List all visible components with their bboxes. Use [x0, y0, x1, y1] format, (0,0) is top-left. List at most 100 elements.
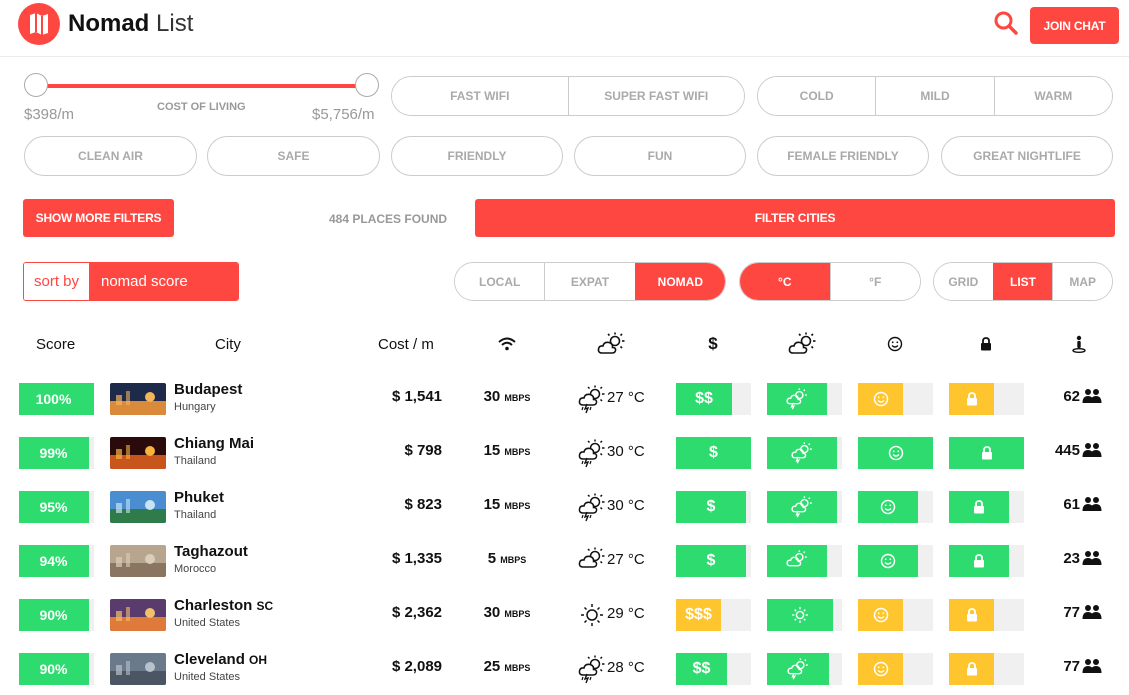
smiley-icon [858, 383, 903, 415]
nomad-score-bar: 90% [19, 599, 94, 631]
person-icon[interactable] [1064, 331, 1094, 357]
nomad-score-value: 100% [35, 391, 72, 407]
nomad-list-logo[interactable] [18, 3, 60, 45]
storm-sun-icon [578, 439, 606, 474]
filter-warm[interactable]: WARM [993, 77, 1112, 115]
table-row[interactable]: 94% Taghazout Morocco $ 1,335 5 MBPS 27 °C $23 [0, 537, 1129, 591]
smiley-icon [858, 599, 903, 631]
storm-sun-icon [767, 491, 837, 523]
city-thumbnail[interactable] [110, 545, 166, 577]
internet-speed: 15 MBPS [483, 442, 531, 459]
people-icon [1082, 388, 1102, 409]
climate-filter-group: COLD MILD WARM [757, 76, 1113, 116]
city-thumbnail[interactable] [110, 491, 166, 523]
column-header-score[interactable]: Score [36, 336, 76, 353]
sun-icon [767, 599, 833, 631]
city-name[interactable]: Taghazout [174, 543, 248, 560]
city-thumbnail[interactable] [110, 599, 166, 631]
weather-icon[interactable] [788, 331, 818, 357]
lock-icon [949, 599, 994, 631]
toggle-grid[interactable]: GRID [934, 263, 993, 300]
city-name[interactable]: Budapest [174, 381, 243, 398]
internet-speed: 5 MBPS [487, 550, 527, 567]
cloud-sun-icon [767, 545, 827, 577]
slider-max-value: $5,756/m [312, 106, 375, 123]
filter-super-fast-wifi[interactable]: SUPER FAST WIFI [567, 77, 744, 115]
table-row[interactable]: 100% Budapest Hungary $ 1,541 30 MBPS 27 °C $$… [0, 375, 1129, 429]
weather-rating-bar [767, 545, 842, 577]
city-name[interactable]: Charleston SC [174, 597, 274, 614]
wifi-icon[interactable] [492, 331, 522, 357]
toggle-local[interactable]: LOCAL [455, 263, 545, 300]
internet-speed: 30 MBPS [483, 388, 531, 405]
city-country: Thailand [174, 455, 217, 467]
current-weather: 30 °C [578, 491, 650, 525]
show-more-filters-button[interactable]: SHOW MORE FILTERS [23, 199, 174, 237]
wifi-filter-group: FAST WIFI SUPER FAST WIFI [391, 76, 745, 116]
slider-min-handle[interactable] [24, 73, 48, 97]
filter-friendly[interactable]: FRIENDLY [391, 136, 563, 176]
filter-cold[interactable]: COLD [758, 77, 876, 115]
monthly-cost: $ 1,335 [391, 550, 442, 567]
weather-rating-bar [767, 653, 842, 685]
cost-rating-bar: $ [676, 491, 751, 523]
slider-min-value: $398/m [24, 106, 75, 123]
fun-rating-bar [858, 545, 933, 577]
city-name[interactable]: Phuket [174, 489, 225, 506]
city-thumbnail[interactable] [110, 653, 166, 685]
smiley-icon[interactable] [880, 331, 910, 357]
storm-sun-icon [578, 385, 606, 420]
dollar-icon[interactable]: $ [708, 334, 718, 353]
city-name[interactable]: Cleveland OH [174, 651, 268, 668]
nomad-score-value: 94% [39, 553, 68, 569]
sort-by-value[interactable]: nomad score [89, 263, 238, 300]
lock-icon [949, 653, 994, 685]
sun-icon [578, 601, 606, 634]
slider-track[interactable] [36, 84, 367, 88]
monthly-cost: $ 1,541 [391, 388, 442, 405]
toggle-nomad[interactable]: NOMAD [634, 263, 725, 300]
people-icon [1082, 604, 1102, 625]
filter-great-nightlife[interactable]: GREAT NIGHTLIFE [941, 136, 1113, 176]
column-header-city[interactable]: City [215, 336, 241, 353]
table-row[interactable]: 90% Charleston SC United States $ 2,362 30 M… [0, 591, 1129, 645]
sort-by-select[interactable]: sort by nomad score [23, 262, 239, 301]
search-icon[interactable] [993, 10, 1019, 36]
city-thumbnail[interactable] [110, 383, 166, 415]
brand-name[interactable]: Nomad List [68, 10, 194, 37]
toggle-expat[interactable]: EXPAT [544, 263, 635, 300]
table-row[interactable]: 99% Chiang Mai Thailand $ 798 15 MBPS 30 °C $4… [0, 429, 1129, 483]
fun-rating-bar [858, 437, 933, 469]
internet-speed: 25 MBPS [483, 658, 531, 675]
nomad-score-value: 99% [39, 445, 68, 461]
filter-cities-button[interactable]: FILTER CITIES [475, 199, 1115, 237]
temperature: 27 °C [607, 551, 645, 568]
current-weather: 27 °C [578, 545, 650, 579]
filter-safe[interactable]: SAFE [207, 136, 380, 176]
lock-icon [949, 383, 994, 415]
toggle-fahrenheit[interactable]: °F [829, 263, 920, 300]
safety-rating-bar [949, 599, 1024, 631]
storm-sun-icon [767, 383, 827, 415]
city-thumbnail[interactable] [110, 437, 166, 469]
fun-rating-bar [858, 599, 933, 631]
filter-fast-wifi[interactable]: FAST WIFI [392, 77, 568, 115]
filter-fun[interactable]: FUN [574, 136, 746, 176]
slider-max-handle[interactable] [355, 73, 379, 97]
view-mode-toggle: GRID LIST MAP [933, 262, 1113, 301]
filter-clean-air[interactable]: CLEAN AIR [24, 136, 197, 176]
column-header-cost[interactable]: Cost / m [378, 336, 434, 353]
weather-icon[interactable] [597, 331, 627, 357]
city-name[interactable]: Chiang Mai [174, 435, 255, 452]
lock-icon[interactable] [971, 331, 1001, 357]
lock-icon [949, 437, 1024, 469]
join-chat-button[interactable]: JOIN CHAT [1030, 7, 1119, 44]
filter-female-friendly[interactable]: FEMALE FRIENDLY [757, 136, 929, 176]
toggle-list[interactable]: LIST [992, 263, 1053, 300]
toggle-celsius[interactable]: °C [740, 263, 830, 300]
toggle-map[interactable]: MAP [1052, 263, 1112, 300]
fun-rating-bar [858, 383, 933, 415]
filter-mild[interactable]: MILD [875, 77, 994, 115]
table-row[interactable]: 95% Phuket Thailand $ 823 15 MBPS 30 °C $61 [0, 483, 1129, 537]
table-row[interactable]: 90% Cleveland OH United States $ 2,089 25 MB… [0, 645, 1129, 695]
